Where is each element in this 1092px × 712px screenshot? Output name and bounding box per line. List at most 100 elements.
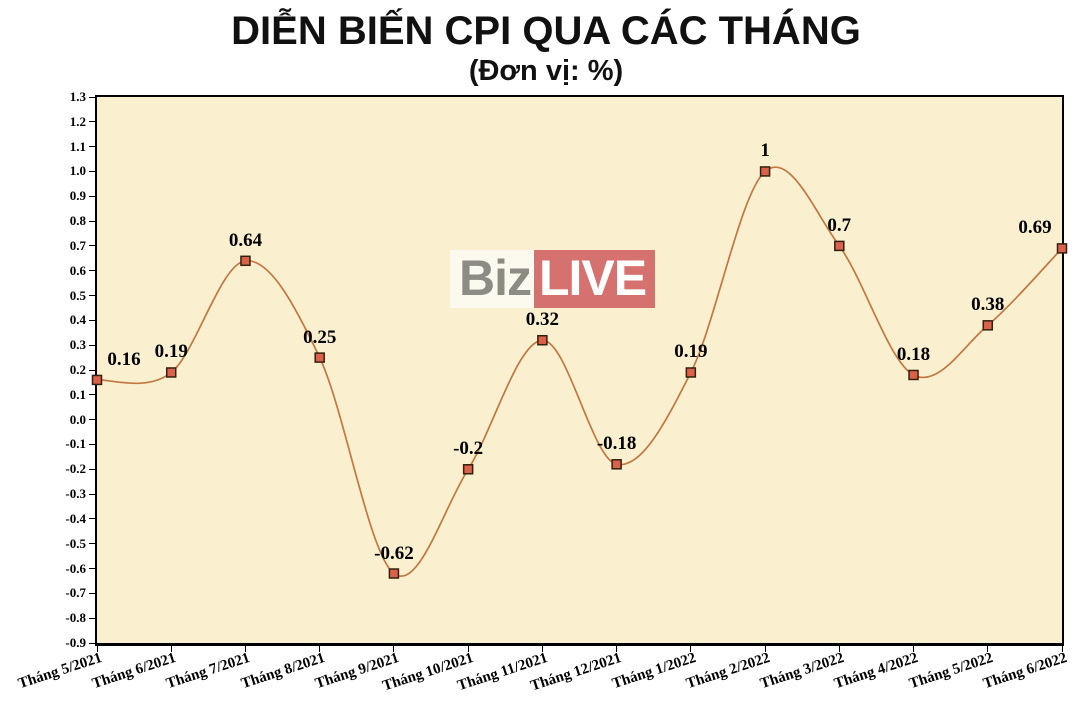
bizlive-watermark: Biz LIVE — [450, 250, 656, 308]
data-point-label: 0.25 — [303, 326, 337, 348]
y-tick-mark — [89, 642, 95, 644]
series-line — [96, 166, 1063, 577]
y-tick-mark — [89, 592, 95, 594]
data-point-label: 0.32 — [525, 309, 559, 331]
data-point-label: -0.2 — [453, 438, 484, 460]
chart-subtitle: (Đơn vị: %) — [468, 55, 624, 87]
y-tick-label: 0.3 — [69, 337, 86, 353]
data-point-marker — [537, 334, 548, 346]
x-tick-label: Tháng 2/2022 — [684, 650, 773, 693]
data-point-label: 0.19 — [674, 341, 708, 363]
data-point-label: 0.64 — [228, 229, 263, 251]
y-tick-label: -0.8 — [65, 610, 86, 626]
x-tick-mark — [690, 646, 692, 652]
y-tick-mark — [89, 443, 95, 445]
y-tick-label: 0.9 — [69, 188, 86, 204]
y-tick-label: 0.8 — [69, 213, 86, 229]
y-tick-mark — [89, 344, 95, 346]
y-tick-mark — [89, 220, 95, 222]
y-tick-mark — [89, 121, 95, 123]
x-tick-label: Tháng 7/2021 — [164, 650, 253, 693]
x-tick-mark — [467, 646, 469, 652]
x-tick-label: Tháng 4/2022 — [832, 650, 921, 693]
y-tick-label: 0.2 — [69, 362, 86, 377]
data-point-marker — [759, 166, 771, 177]
data-point-marker — [908, 369, 919, 381]
y-tick-mark — [89, 394, 95, 396]
y-tick-label: 0.4 — [69, 312, 86, 328]
y-tick-label: 1.0 — [69, 163, 86, 179]
cpi-series — [91, 166, 1068, 579]
y-tick-label: 0.6 — [69, 262, 86, 278]
x-tick-mark — [244, 646, 246, 652]
x-tick-mark — [319, 646, 321, 652]
data-point-marker — [1056, 243, 1068, 254]
x-tick-mark — [96, 646, 98, 652]
y-tick-label: -0.3 — [65, 486, 86, 502]
x-tick-label: Tháng 1/2022 — [610, 650, 698, 693]
x-tick-label: Tháng 8/2021 — [238, 650, 327, 693]
y-tick-label: -0.5 — [65, 535, 86, 551]
data-point-label: 0.19 — [154, 341, 188, 363]
plot-area: Biz LIVE — [91, 97, 1068, 643]
y-tick-label: -0.1 — [65, 436, 86, 452]
x-tick-mark — [170, 646, 172, 652]
data-point-marker — [91, 374, 103, 386]
data-point-marker — [611, 459, 622, 470]
data-point-marker — [240, 255, 251, 267]
y-tick-mark — [89, 369, 95, 371]
y-tick-label: 1.2 — [69, 113, 86, 129]
y-tick-mark — [89, 146, 95, 148]
y-tick-mark — [89, 568, 95, 570]
x-tick-label: Tháng 5/2021 — [16, 650, 104, 693]
y-tick-mark — [89, 419, 95, 421]
data-point-marker — [685, 367, 697, 378]
y-tick-mark — [89, 319, 95, 321]
y-tick-mark — [89, 468, 95, 470]
y-tick-mark — [89, 270, 95, 272]
x-tick-mark — [1061, 646, 1063, 652]
data-point-label: -0.62 — [374, 542, 414, 564]
y-tick-mark — [89, 543, 95, 545]
y-tick-mark — [89, 195, 95, 197]
x-tick-label: Tháng 6/2022 — [981, 650, 1069, 693]
data-point-marker — [834, 240, 845, 252]
y-tick-mark — [89, 617, 95, 619]
y-tick-label: 0.1 — [69, 386, 86, 402]
data-point-label: 0.16 — [107, 348, 141, 370]
data-point-marker — [462, 464, 474, 475]
x-tick-label: Tháng 6/2021 — [90, 650, 179, 693]
y-tick-label: -0.6 — [65, 560, 86, 576]
y-tick-label: -0.9 — [65, 635, 86, 650]
x-tick-mark — [838, 646, 840, 652]
y-tick-label: 1.1 — [69, 138, 86, 154]
y-tick-label: 0.0 — [69, 411, 86, 427]
y-tick-mark — [89, 96, 95, 98]
data-point-label: 0.69 — [1018, 217, 1052, 239]
watermark-biz-text: Biz — [450, 250, 534, 308]
x-tick-mark — [393, 646, 395, 652]
y-tick-mark — [89, 245, 95, 247]
data-point-label: 0.18 — [896, 343, 931, 365]
chart-title: DIỄN BIẾN CPI QUA CÁC THÁNG — [231, 9, 861, 53]
data-point-marker — [165, 367, 177, 378]
y-tick-label: -0.7 — [65, 585, 86, 601]
y-tick-mark — [89, 170, 95, 172]
y-tick-label: 0.7 — [69, 237, 86, 253]
y-tick-label: -0.4 — [65, 510, 86, 526]
x-tick-mark — [913, 646, 915, 652]
x-tick-mark — [764, 646, 766, 652]
y-tick-label: 0.5 — [69, 287, 86, 303]
x-tick-mark — [616, 646, 618, 652]
y-tick-mark — [89, 518, 95, 520]
y-tick-mark — [89, 295, 95, 297]
data-point-label: 0.7 — [827, 214, 852, 236]
data-point-label: -0.18 — [596, 433, 637, 455]
data-point-marker — [314, 352, 325, 363]
x-tick-label: Tháng 3/2022 — [758, 650, 847, 693]
data-point-label: 0.38 — [971, 294, 1005, 316]
x-tick-mark — [541, 646, 543, 652]
y-tick-label: 1.3 — [69, 89, 86, 104]
data-point-marker — [982, 320, 994, 331]
